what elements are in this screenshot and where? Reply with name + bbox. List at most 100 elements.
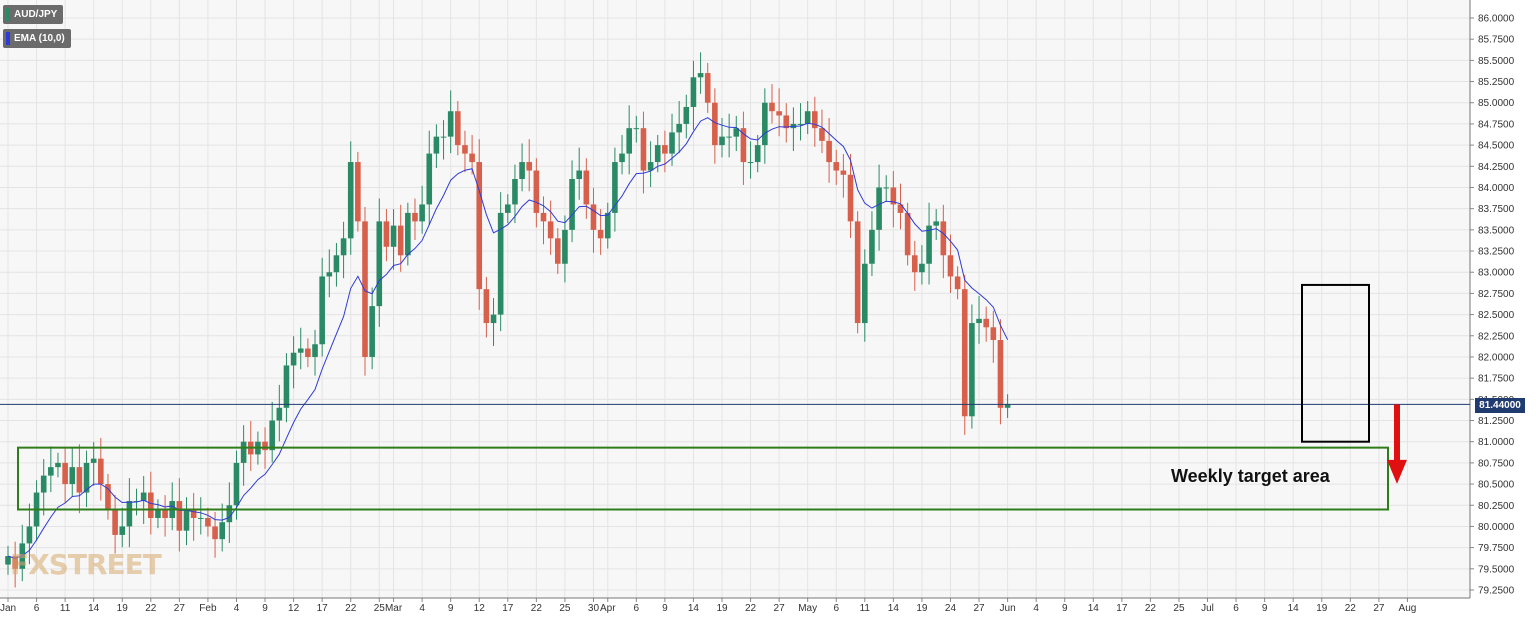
candle-body — [69, 467, 76, 485]
candle-body — [554, 238, 561, 264]
candle-body — [205, 517, 211, 527]
candle-body — [347, 162, 354, 239]
legend-ema[interactable]: EMA (10,0) — [3, 29, 71, 48]
candle-body — [697, 73, 704, 78]
y-tick-label: 83.5000 — [1478, 225, 1515, 236]
candle-body — [98, 458, 104, 485]
x-tick-label: 14 — [688, 603, 700, 614]
candle-body — [483, 289, 490, 324]
candle-body — [140, 492, 147, 502]
candle-body — [340, 238, 347, 256]
candle-body — [690, 77, 697, 107]
candle-body — [276, 407, 283, 421]
weekly-target-area-box — [17, 446, 1389, 511]
y-tick-label: 85.7500 — [1478, 35, 1515, 46]
candle-body — [90, 458, 97, 463]
candle-body — [619, 153, 625, 163]
y-tick-label: 84.0000 — [1478, 183, 1515, 194]
x-tick-label: 6 — [833, 603, 839, 614]
candle-body — [783, 115, 790, 129]
legend-ema-label: EMA (10,0) — [14, 33, 65, 44]
candle-body — [240, 441, 247, 463]
candle-body — [840, 170, 847, 175]
candle-body — [326, 272, 333, 277]
candle-body — [155, 509, 161, 518]
candle-body — [333, 255, 340, 273]
x-tick-label: 19 — [1316, 603, 1328, 614]
candle-body — [433, 136, 440, 154]
candle-body — [505, 204, 511, 213]
x-tick-label: 9 — [448, 603, 454, 614]
legend-instrument[interactable]: AUD/JPY — [3, 5, 64, 24]
candle-body — [947, 255, 954, 277]
x-tick-label: 22 — [1145, 603, 1157, 614]
candle-body — [712, 102, 718, 146]
candle-body — [355, 162, 361, 222]
x-tick-label: 11 — [60, 603, 71, 614]
candle-body — [5, 556, 11, 565]
candle-body — [226, 505, 233, 523]
x-tick-label: 22 — [1345, 603, 1357, 614]
candle-body — [897, 204, 904, 213]
candle-body — [819, 128, 825, 141]
y-tick-label: 83.0000 — [1478, 268, 1515, 279]
candle-body — [305, 348, 311, 357]
x-tick-label: 6 — [34, 603, 40, 614]
candle-body — [719, 136, 725, 146]
candle-body — [212, 526, 218, 540]
candle-body — [976, 318, 982, 324]
y-tick-label: 79.5000 — [1478, 564, 1515, 575]
candle-body — [883, 187, 890, 189]
y-tick-label: 80.5000 — [1478, 480, 1515, 491]
candle-body — [497, 212, 504, 315]
candle-body — [933, 221, 939, 226]
candle-body — [383, 221, 390, 247]
candle-body — [376, 221, 383, 307]
candle-body — [440, 136, 447, 138]
candle-body — [683, 106, 690, 124]
ema-line — [7, 117, 1009, 559]
candle-body — [797, 123, 804, 125]
candle-body — [762, 102, 768, 146]
candle-body — [162, 509, 168, 518]
candle-body — [397, 225, 404, 256]
target-arrow-shaft — [1394, 404, 1400, 462]
y-tick-label: 82.2500 — [1478, 331, 1515, 342]
candle-body — [676, 123, 682, 133]
x-tick-label: Jul — [1201, 603, 1214, 614]
candle-body — [826, 140, 832, 163]
legend-instrument-swatch — [6, 8, 10, 21]
y-tick-label: 80.2500 — [1478, 501, 1515, 512]
x-tick-label: 14 — [88, 603, 100, 614]
x-tick-label: 14 — [888, 603, 900, 614]
y-tick-label: 81.2500 — [1478, 416, 1515, 427]
x-tick-label: 6 — [634, 603, 640, 614]
y-tick-label: 82.0000 — [1478, 352, 1515, 363]
x-tick-label: 27 — [1373, 603, 1385, 614]
candle-body — [597, 229, 604, 239]
candle-body — [919, 263, 925, 273]
x-tick-label: Jan — [0, 603, 16, 614]
x-tick-label: 30 — [588, 603, 600, 614]
candle-body — [911, 255, 918, 273]
candle-body — [704, 73, 711, 103]
target-area-label: Weekly target area — [1171, 466, 1330, 486]
candle-body — [547, 221, 554, 239]
candle-body — [997, 340, 1004, 408]
candle-body — [297, 348, 304, 353]
candle-body — [469, 153, 475, 163]
candle-body — [83, 462, 90, 493]
candle-body — [590, 204, 597, 230]
x-tick-label: 22 — [345, 603, 357, 614]
candle-body — [269, 420, 275, 451]
candle-body — [183, 509, 190, 531]
candle-body — [105, 484, 111, 510]
x-tick-label: 11 — [860, 603, 871, 614]
x-tick-label: 27 — [174, 603, 186, 614]
candle-body — [390, 225, 397, 247]
candle-body — [869, 229, 875, 264]
candle-body — [733, 128, 740, 137]
candle-body — [76, 467, 83, 493]
y-tick-label: 79.2500 — [1478, 586, 1515, 597]
